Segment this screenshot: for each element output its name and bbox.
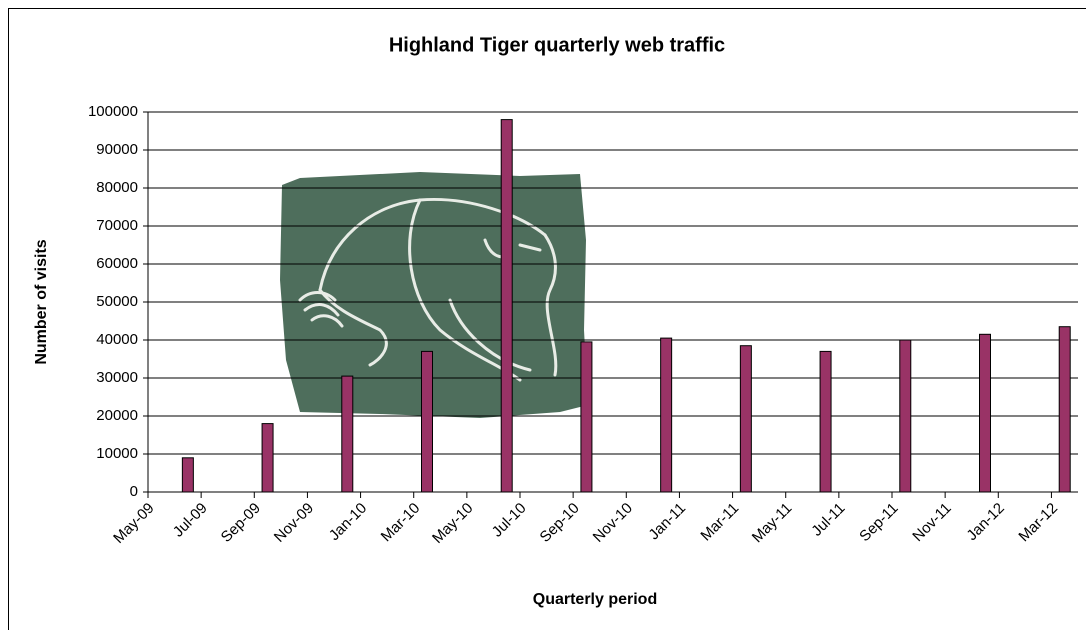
y-tick-label: 0 [130, 483, 138, 500]
bar [501, 120, 512, 492]
bar [980, 334, 991, 492]
bar [342, 376, 353, 492]
bar [661, 338, 672, 492]
chart-title: Highland Tiger quarterly web traffic [389, 34, 725, 56]
bar [182, 458, 193, 492]
bar [1059, 327, 1070, 492]
logo-background [280, 172, 588, 418]
bar [422, 351, 433, 492]
y-tick-label: 20000 [96, 407, 138, 424]
bar [262, 424, 273, 492]
bar [581, 342, 592, 492]
bar [900, 340, 911, 492]
y-tick-label: 30000 [96, 369, 138, 386]
y-tick-label: 40000 [96, 331, 138, 348]
bar [740, 346, 751, 492]
y-tick-label: 50000 [96, 293, 138, 310]
x-axis-label: Quarterly period [533, 591, 657, 608]
y-tick-label: 60000 [96, 255, 138, 272]
y-tick-label: 90000 [96, 141, 138, 158]
y-tick-label: 70000 [96, 217, 138, 234]
y-tick-label: 100000 [88, 103, 138, 120]
y-tick-label: 80000 [96, 179, 138, 196]
y-axis-label: Number of visits [33, 239, 50, 364]
y-tick-label: 10000 [96, 445, 138, 462]
bar [820, 351, 831, 492]
